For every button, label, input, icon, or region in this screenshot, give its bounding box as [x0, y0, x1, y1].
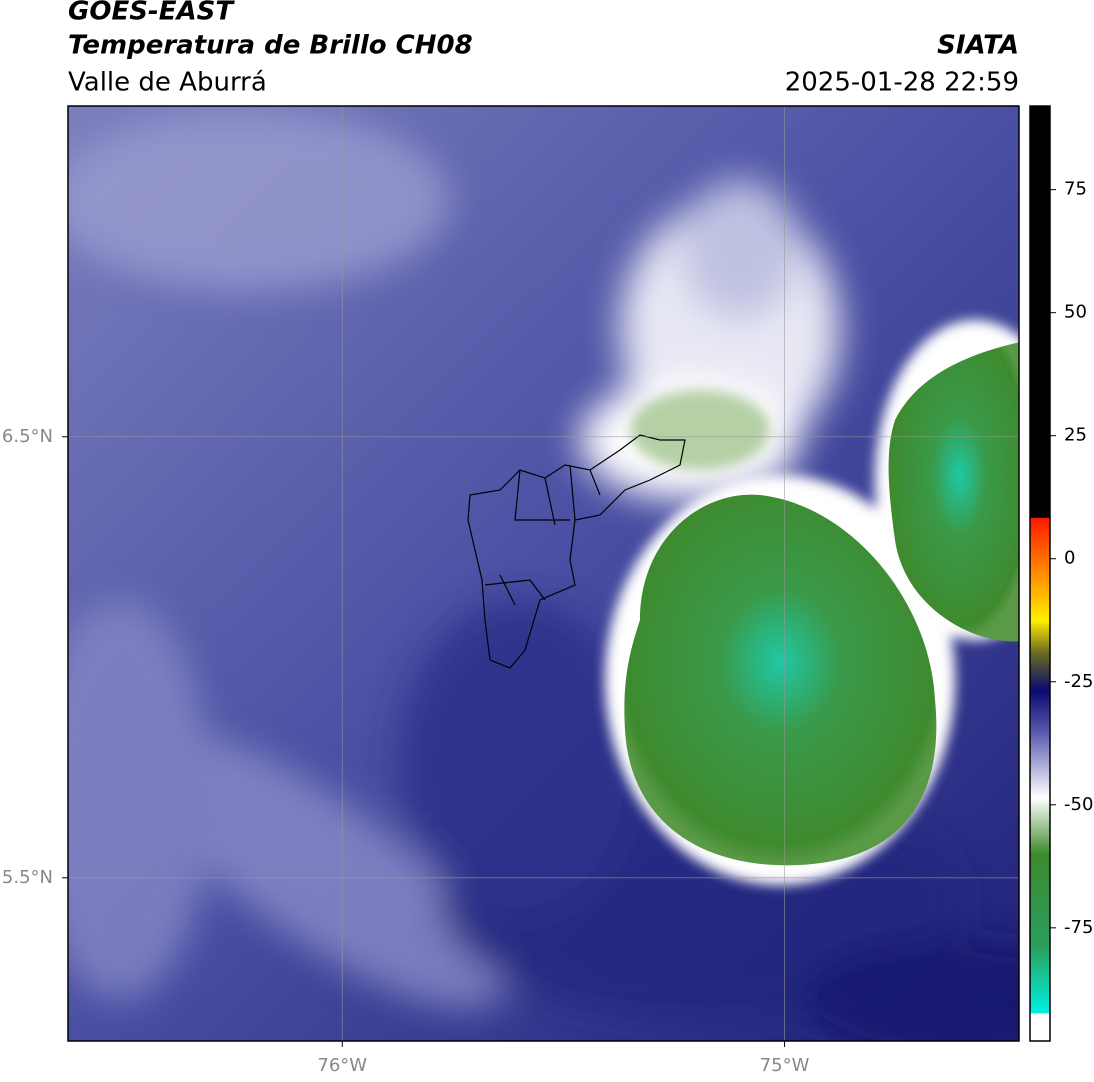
map-frame: [67, 105, 1020, 1042]
colorbar-tick-label: 50: [1064, 302, 1087, 323]
colorbar-tick-label: -25: [1064, 671, 1093, 692]
y-tick-label: 5.5°N: [2, 867, 53, 888]
y-tick-label: 6.5°N: [2, 426, 53, 447]
colorbar-tick-label: 75: [1064, 179, 1087, 200]
colorbar-tick-label: 25: [1064, 425, 1087, 446]
x-tick-label: 76°W: [317, 1055, 367, 1076]
colorbar-tick-label: -50: [1064, 794, 1093, 815]
timestamp: 2025-01-28 22:59: [785, 68, 1019, 98]
subtitle: Temperatura de Brillo CH08: [68, 31, 473, 61]
source: SIATA: [937, 31, 1019, 61]
x-tick-label: 75°W: [760, 1055, 810, 1076]
colorbar-tick-label: 0: [1064, 548, 1075, 569]
satellite-image: [68, 106, 1019, 1041]
region: Valle de Aburrá: [68, 68, 267, 98]
colorbar-tick-label: -75: [1064, 917, 1093, 938]
colorbar: [1029, 105, 1051, 1042]
title: GOES-EAST: [68, 0, 235, 27]
